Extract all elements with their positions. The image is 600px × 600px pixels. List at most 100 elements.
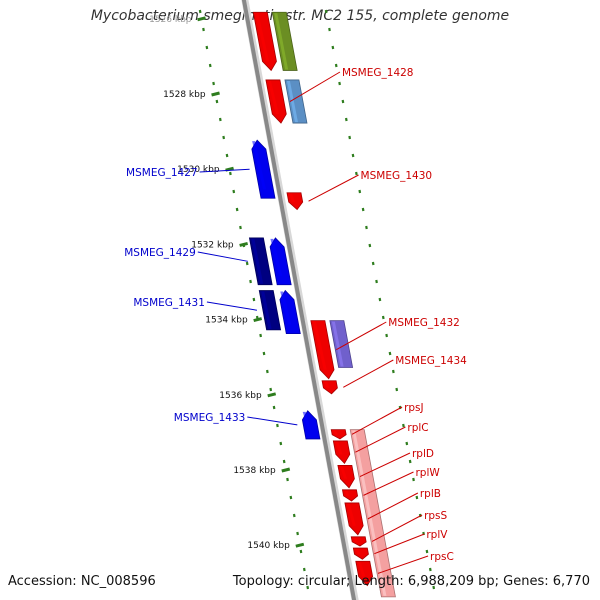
ruler-dot (218, 117, 222, 122)
ruler-dot (222, 135, 226, 140)
gene-arrow[interactable] (321, 380, 338, 395)
tick-mark (239, 241, 248, 247)
ruler-dot (328, 27, 331, 32)
page-title: Mycobacterium smegmatis str. MC2 155, co… (90, 8, 510, 24)
gene-upper_gene[interactable] (252, 11, 277, 72)
gene-highlight (288, 193, 296, 202)
gene-MSMEG_1429[interactable] (248, 237, 273, 286)
ruler-dot (276, 423, 279, 428)
label-leader-line (374, 533, 425, 555)
ruler-dot (249, 279, 252, 284)
ruler-dot (391, 369, 395, 374)
tick-label: 1534 kbp (205, 316, 248, 326)
ruler-dot (229, 171, 232, 176)
gene-MSMEG_1427[interactable] (251, 139, 276, 199)
gene-highlight (346, 503, 356, 526)
ruler-dot (395, 387, 399, 392)
ruler-dot (215, 99, 219, 104)
ruler-dot (324, 9, 328, 14)
gene-label-rpsC[interactable]: rpsC (430, 551, 454, 563)
gene-label-rpsJ[interactable]: rpsJ (404, 402, 424, 414)
gene-arrow[interactable] (352, 547, 369, 560)
gene-label-rplB[interactable]: rplB (420, 488, 441, 500)
tick-label: 1532 kbp (191, 240, 234, 250)
tick-mark (197, 16, 206, 22)
ruler-dot (334, 63, 338, 68)
ruler-dot (388, 351, 392, 356)
gene-MSMEG_1428_cds[interactable] (284, 79, 308, 124)
tick-label: 1536 kbp (219, 391, 262, 401)
gene-MSMEG_1428[interactable] (265, 79, 287, 124)
gene-highlight (331, 321, 344, 367)
ruler-dot (269, 387, 273, 392)
ruler-dot (365, 225, 368, 230)
label-leader-line (359, 452, 411, 478)
ruler-dot (202, 27, 205, 32)
ruler-dot (428, 567, 432, 572)
ruler-dot (432, 585, 436, 590)
gene-rpsS[interactable] (350, 536, 367, 547)
label-leader-line (351, 406, 403, 435)
gene-MSMEG_1434[interactable] (321, 380, 338, 395)
ruler-dot (381, 315, 385, 320)
gene-upper_cds[interactable] (271, 11, 298, 71)
gene-MSMEG_1433[interactable] (301, 410, 321, 440)
label-leader-line (363, 471, 414, 496)
gene-label-MSMEG_1434[interactable]: MSMEG_1434 (395, 355, 467, 367)
ruler-dot (351, 153, 355, 158)
topology-label: Topology: circular; Length: 6,988,209 bp… (232, 574, 590, 589)
gene-highlight (335, 441, 343, 455)
ruler-dot (235, 207, 239, 212)
ruler-dot (412, 477, 415, 482)
gene-MSMEG_1430[interactable] (286, 192, 304, 211)
gene-label-rplC[interactable]: rplC (407, 422, 428, 434)
gene-rplB[interactable] (344, 502, 364, 536)
gene-MSMEG_1431_b[interactable] (279, 289, 301, 335)
label-leader-line (247, 416, 298, 426)
backbone-line (241, 0, 357, 600)
gene-rpsC[interactable] (355, 560, 374, 587)
ruler-dot (225, 153, 229, 158)
gene-rplC[interactable] (332, 440, 351, 465)
gene-rpsJ[interactable] (330, 429, 347, 440)
gene-label-MSMEG_1429[interactable]: MSMEG_1429 (124, 247, 196, 259)
ruler-dot (341, 99, 345, 104)
gene-rplD[interactable] (337, 464, 355, 489)
gene-highlight (255, 13, 270, 62)
ruler-dot (408, 459, 412, 464)
gene-arrow[interactable] (286, 192, 304, 211)
gene-MSMEG_1431[interactable] (258, 290, 282, 331)
tick-mark (281, 467, 291, 473)
gene-label-rpsS[interactable]: rpsS (424, 510, 447, 522)
gene-arrow[interactable] (344, 502, 364, 536)
ruler-dot (245, 261, 249, 266)
ruler-dot (385, 333, 388, 338)
gene-rplV[interactable] (352, 547, 369, 560)
gene-rplW[interactable] (341, 489, 359, 502)
gene-MSMEG_1432[interactable] (310, 320, 335, 380)
gene-label-MSMEG_1431[interactable]: MSMEG_1431 (133, 297, 205, 309)
gene-label-MSMEG_1427[interactable]: MSMEG_1427 (126, 167, 198, 179)
ruler-dot (259, 333, 262, 338)
gene-highlight (252, 141, 267, 190)
tick-label: 1530 kbp (177, 165, 220, 175)
gene-arrow[interactable] (341, 489, 359, 502)
gene-MSMEG_1429_b[interactable] (269, 237, 292, 286)
gene-label-rplD[interactable]: rplD (412, 448, 434, 460)
ruler-dot (252, 297, 256, 302)
gene-label-rplV[interactable]: rplV (426, 529, 448, 541)
gene-label-MSMEG_1430[interactable]: MSMEG_1430 (361, 170, 433, 182)
ruler-dot (405, 441, 409, 446)
ruler-dot (279, 441, 283, 446)
gene-label-rplW[interactable]: rplW (415, 467, 440, 479)
gene-label-MSMEG_1432[interactable]: MSMEG_1432 (388, 317, 460, 329)
tick-mark (295, 542, 305, 548)
gene-MSMEG_1432_cds[interactable] (329, 320, 354, 368)
gene-highlight (324, 381, 330, 388)
gene-label-MSMEG_1428[interactable]: MSMEG_1428 (342, 67, 414, 79)
gene-features (248, 11, 396, 598)
ruler-dot (208, 63, 212, 68)
ruler-dot (282, 459, 286, 464)
gene-label-MSMEG_1433[interactable]: MSMEG_1433 (174, 412, 246, 424)
